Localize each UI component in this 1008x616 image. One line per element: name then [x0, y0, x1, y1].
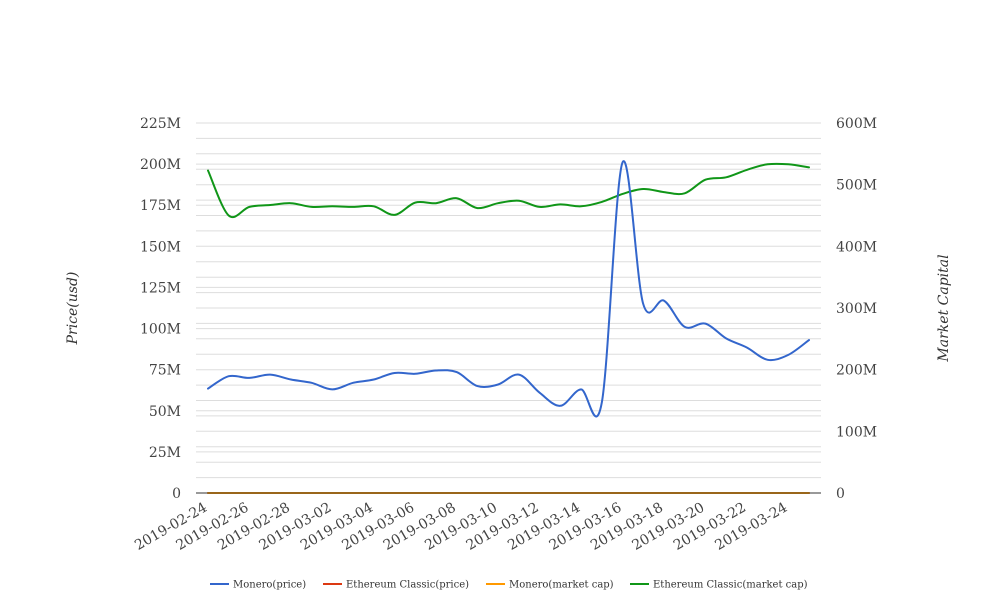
legend-label: Ethereum Classic(price): [346, 580, 469, 591]
left-tick-label: 175M: [140, 198, 181, 214]
right-tick-label: 0: [836, 486, 845, 502]
left-axis-ticks: 0 25M 50M 75M 100M 125M 150M 175M 200M 225M: [140, 116, 181, 502]
series-lines: [207, 160, 810, 494]
legend-label: Monero(price): [233, 580, 306, 591]
legend: Monero(price) Ethereum Classic(price) Mone…: [210, 580, 808, 591]
right-tick-label: 200M: [836, 363, 877, 379]
left-tick-label: 75M: [149, 363, 181, 379]
left-tick-label: 125M: [140, 280, 181, 296]
left-tick-label: 150M: [140, 239, 181, 255]
left-tick-label: 200M: [140, 157, 181, 173]
series-line-ethereum-classic-market-cap: [207, 162, 810, 218]
right-tick-label: 400M: [836, 239, 877, 255]
legend-label: Monero(market cap): [509, 580, 614, 591]
left-tick-label: 25M: [149, 445, 181, 461]
left-tick-label: 50M: [149, 404, 181, 420]
right-tick-label: 500M: [836, 178, 877, 194]
right-tick-label: 100M: [836, 424, 877, 440]
right-tick-label: 300M: [836, 301, 877, 317]
legend-label: Ethereum Classic(market cap): [653, 580, 808, 591]
left-axis-title: Price(usd): [65, 272, 81, 346]
right-axis-title: Market Capital: [936, 254, 952, 362]
grid-lines: [196, 122, 821, 479]
right-tick-label: 600M: [836, 116, 877, 132]
right-axis-ticks: 0 100M 200M 300M 400M 500M 600M: [836, 116, 877, 502]
left-tick-label: 100M: [140, 322, 181, 338]
left-tick-label: 225M: [140, 116, 181, 132]
left-tick-label: 0: [172, 486, 181, 502]
series-line-monero-price: [207, 160, 810, 418]
x-axis-ticks: 2019-02-242019-02-262019-02-282019-03-02…: [132, 500, 790, 554]
